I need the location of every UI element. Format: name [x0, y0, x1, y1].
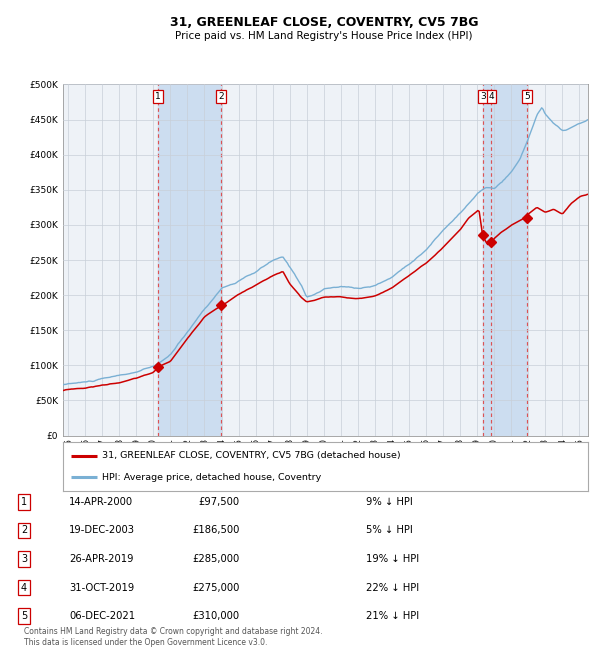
Text: 5: 5 [21, 611, 27, 621]
Text: 1: 1 [21, 497, 27, 507]
Text: 1: 1 [155, 92, 161, 101]
Text: Contains HM Land Registry data © Crown copyright and database right 2024.
This d: Contains HM Land Registry data © Crown c… [24, 627, 323, 647]
Text: £186,500: £186,500 [193, 525, 240, 536]
Text: 31-OCT-2019: 31-OCT-2019 [69, 582, 134, 593]
Text: 06-DEC-2021: 06-DEC-2021 [69, 611, 135, 621]
Text: 19% ↓ HPI: 19% ↓ HPI [366, 554, 419, 564]
Bar [482, 84, 527, 436]
Text: £97,500: £97,500 [199, 497, 240, 507]
Text: £275,000: £275,000 [193, 582, 240, 593]
Text: 31, GREENLEAF CLOSE, COVENTRY, CV5 7BG (detached house): 31, GREENLEAF CLOSE, COVENTRY, CV5 7BG (… [103, 451, 401, 460]
Text: 5% ↓ HPI: 5% ↓ HPI [366, 525, 413, 536]
Text: 19-DEC-2003: 19-DEC-2003 [69, 525, 135, 536]
Text: 3: 3 [480, 92, 485, 101]
Text: 26-APR-2019: 26-APR-2019 [69, 554, 133, 564]
Text: £310,000: £310,000 [193, 611, 240, 621]
Text: £285,000: £285,000 [193, 554, 240, 564]
Text: 4: 4 [488, 92, 494, 101]
Text: 31, GREENLEAF CLOSE, COVENTRY, CV5 7BG: 31, GREENLEAF CLOSE, COVENTRY, CV5 7BG [170, 16, 478, 29]
Text: 14-APR-2000: 14-APR-2000 [69, 497, 133, 507]
Text: 2: 2 [21, 525, 27, 536]
Text: 5: 5 [524, 92, 530, 101]
Text: 9% ↓ HPI: 9% ↓ HPI [366, 497, 413, 507]
Text: 4: 4 [21, 582, 27, 593]
Text: 2: 2 [218, 92, 224, 101]
Text: Price paid vs. HM Land Registry's House Price Index (HPI): Price paid vs. HM Land Registry's House … [175, 31, 473, 41]
Text: 3: 3 [21, 554, 27, 564]
Text: 22% ↓ HPI: 22% ↓ HPI [366, 582, 419, 593]
Text: 21% ↓ HPI: 21% ↓ HPI [366, 611, 419, 621]
Bar [158, 84, 221, 436]
Text: HPI: Average price, detached house, Coventry: HPI: Average price, detached house, Cove… [103, 473, 322, 482]
